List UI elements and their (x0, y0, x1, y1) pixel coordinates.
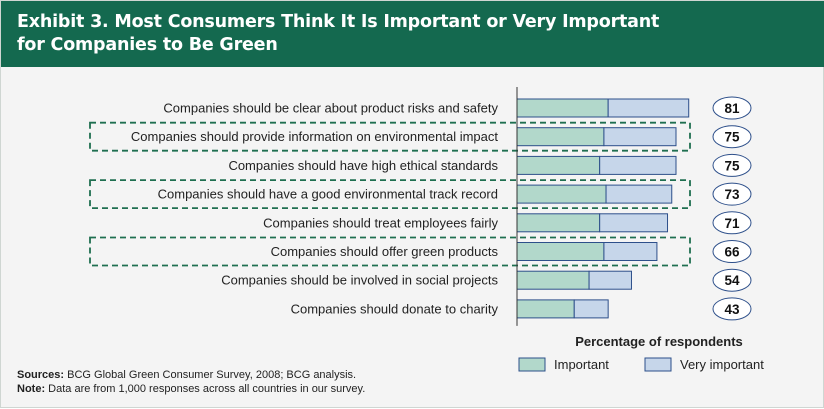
bar-very-important-8 (573, 299, 609, 319)
total-value-4: 73 (724, 187, 740, 202)
total-value-3: 75 (724, 158, 740, 173)
bar-important-4 (516, 184, 607, 204)
total-badge-4 (712, 182, 752, 206)
total-value-7: 54 (724, 273, 740, 288)
note-text: Data are from 1,000 responses across all… (48, 383, 366, 395)
bar-very-important-7 (588, 270, 632, 290)
bar-important-1 (516, 98, 609, 118)
category-label-5: Companies should treat employees fairly (263, 215, 498, 230)
total-value-1: 81 (724, 101, 740, 116)
bar-important-8 (516, 299, 575, 319)
bar-very-important-5 (599, 213, 669, 233)
x-axis-title: Percentage of respondents (575, 334, 743, 349)
sources-text: BCG Global Green Consumer Survey, 2008; … (67, 369, 357, 381)
bar-important-3 (516, 155, 601, 175)
total-badge-1 (712, 96, 752, 120)
legend-swatch-important (518, 357, 546, 372)
bar-important-6 (516, 242, 605, 261)
category-label-4: Companies should have a good environment… (158, 187, 498, 202)
total-badge-5 (712, 211, 752, 235)
note-label: Note: (17, 383, 46, 395)
total-badge-3 (712, 153, 752, 177)
bar-very-important-4 (605, 184, 673, 204)
exhibit-header: Exhibit 3. Most Consumers Think It Is Im… (1, 1, 824, 67)
total-badge-7 (712, 268, 752, 292)
category-label-2: Companies should provide information on … (131, 129, 498, 144)
bar-important-7 (516, 270, 590, 290)
exhibit-title-line-2: for Companies to Be Green (17, 35, 278, 55)
legend-swatch-very-important (644, 357, 672, 372)
total-value-2: 75 (724, 130, 740, 145)
exhibit-footer: Sources: BCG Global Green Consumer Surve… (17, 368, 365, 396)
total-badge-6 (712, 240, 752, 263)
category-label-7: Companies should be involved in social p… (221, 273, 498, 288)
bar-very-important-2 (603, 127, 677, 147)
bar-important-2 (516, 127, 605, 147)
bar-very-important-3 (599, 155, 677, 175)
note-line: Note: Data are from 1,000 responses acro… (17, 382, 365, 396)
legend-label-important: Important (554, 357, 609, 372)
category-label-6: Companies should offer green products (271, 244, 499, 259)
bar-very-important-6 (603, 242, 658, 261)
bar-important-5 (516, 213, 601, 233)
total-value-5: 71 (724, 216, 740, 231)
category-label-1: Companies should be clear about product … (163, 101, 498, 116)
total-value-8: 43 (724, 302, 740, 317)
highlight-box-4 (89, 179, 691, 210)
total-badge-2 (712, 125, 752, 149)
highlight-box-2 (89, 121, 691, 152)
highlight-box-6 (89, 236, 691, 267)
sources-label: Sources: (17, 369, 65, 381)
category-label-8: Companies should donate to charity (291, 301, 499, 316)
sources-line: Sources: BCG Global Green Consumer Surve… (17, 368, 365, 382)
exhibit-title-line-1: Exhibit 3. Most Consumers Think It Is Im… (17, 12, 660, 32)
total-badge-8 (712, 297, 752, 321)
bar-very-important-1 (607, 98, 690, 118)
total-value-6: 66 (724, 245, 740, 260)
category-label-3: Companies should have high ethical stand… (228, 158, 498, 173)
legend-label-very-important: Very important (680, 357, 764, 372)
